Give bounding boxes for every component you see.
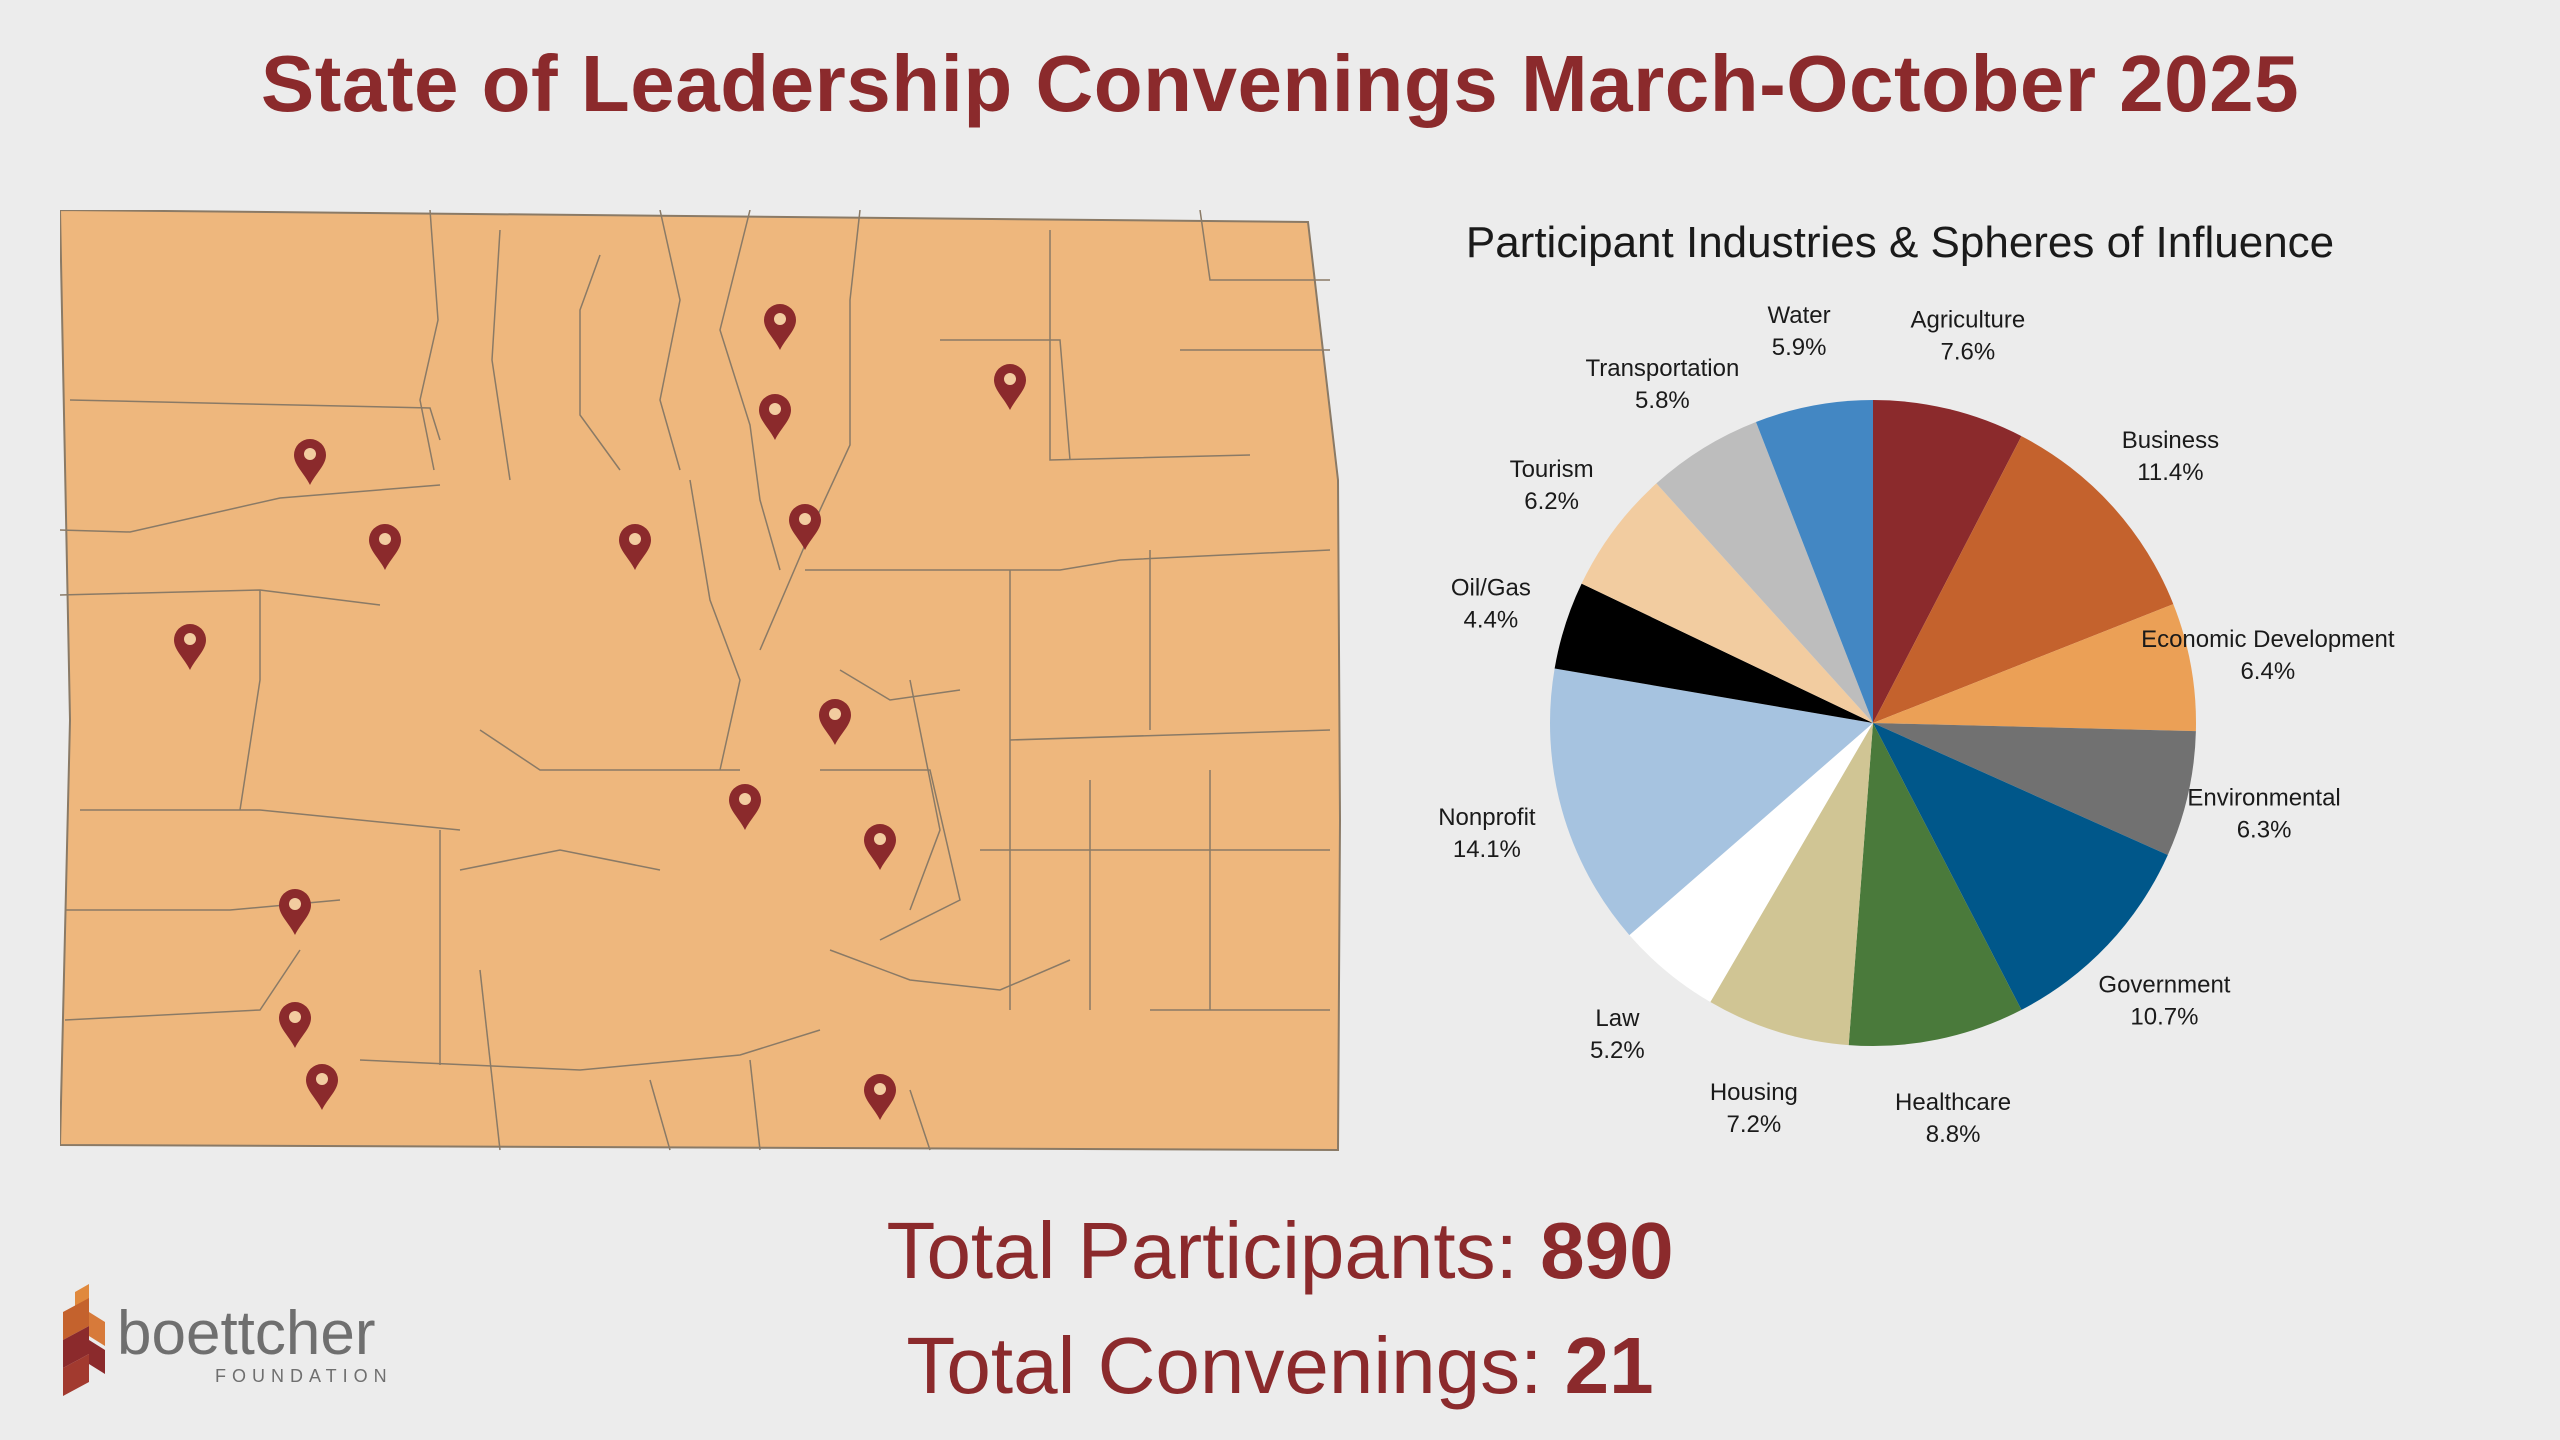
county-border (1009, 729, 1331, 741)
map-pin-icon (306, 1064, 338, 1110)
pie-label: Economic Development (2141, 626, 2395, 653)
page-title: State of Leadership Convenings March-Oct… (260, 39, 2300, 128)
pie-label: Law (1595, 1005, 1640, 1032)
county-border (69, 399, 441, 441)
county-border (909, 679, 941, 911)
pie-label: Housing (1710, 1079, 1798, 1106)
county-border (659, 210, 681, 471)
pie-value-label: 6.4% (2240, 658, 2295, 685)
industries-pie-chart: Agriculture 7.6% Business 11.4% Economic Dev… (1438, 302, 2395, 1148)
pie-value-label: 5.2% (1590, 1037, 1645, 1064)
total-participants-value: 890 (1540, 1206, 1674, 1295)
pie-label: Agriculture (1910, 306, 2025, 333)
pie-label: Transportation (1585, 355, 1739, 382)
pie-value-label: 11.4% (2137, 459, 2203, 486)
map-pin-icon (789, 504, 821, 550)
pie-slice-housing (1710, 723, 1873, 1046)
pie-value-label: 7.2% (1727, 1111, 1782, 1138)
map-pin-icon (759, 394, 791, 440)
pie-label: Tourism (1510, 456, 1594, 483)
pie-slice-law (1629, 723, 1873, 1003)
pie-chart-title: Participant Industries & Spheres of Infl… (1465, 218, 2335, 267)
pie-label: Nonprofit (1438, 804, 1536, 831)
total-convenings-label: Total Convenings: (906, 1321, 1543, 1410)
boettcher-foundation-logo: boettcher FOUNDATION (63, 1284, 393, 1396)
map-pin-icon (819, 699, 851, 745)
county-border (419, 210, 439, 471)
pie-label: Water (1768, 302, 1831, 329)
map-pin-icon (864, 824, 896, 870)
pie-slice-oil-gas (1554, 583, 1873, 723)
pie-value-label: 8.8% (1926, 1121, 1981, 1148)
total-convenings-value: 21 (1564, 1321, 1654, 1410)
total-participants: Total Participants: 890 (0, 1205, 2560, 1297)
county-border (60, 484, 441, 533)
county-border (459, 849, 661, 871)
pie-slice-government (1873, 723, 2168, 1010)
pie-slice-transportation (1656, 421, 1873, 723)
pie-slice-environmental (1873, 723, 2196, 855)
pie-slice-tourism (1581, 483, 1873, 723)
county-border (479, 969, 501, 1151)
county-border (749, 1059, 761, 1151)
map-pin-icon (294, 439, 326, 485)
pie-value-label: 5.9% (1772, 334, 1827, 361)
map-pin-icon (369, 524, 401, 570)
county-border (64, 949, 301, 1021)
logo-subtitle: FOUNDATION (215, 1366, 393, 1386)
county-border (940, 339, 1071, 461)
map-pin-icon (994, 364, 1026, 410)
logo-wordmark: boettcher (117, 1299, 376, 1368)
colorado-county-map (60, 210, 1342, 1152)
county-border (491, 229, 511, 481)
county-border (239, 590, 261, 811)
county-border (649, 1079, 671, 1151)
map-pin-icon (174, 624, 206, 670)
county-border (805, 549, 1331, 571)
pie-slice-healthcare (1848, 723, 2022, 1046)
pie-slice-business (1873, 436, 2174, 723)
pie-label: Healthcare (1895, 1089, 2011, 1116)
map-pin-icon (764, 304, 796, 350)
state-outline (60, 210, 1342, 1152)
county-border (80, 809, 461, 831)
county-border (909, 1089, 931, 1151)
pie-slice-agriculture (1873, 400, 2022, 723)
map-pin-icon (864, 1074, 896, 1120)
pie-value-label: 7.6% (1940, 338, 1995, 365)
county-border (829, 949, 1071, 991)
county-border (839, 669, 961, 701)
pie-value-label: 14.1% (1453, 836, 1521, 863)
map-pin-icon (279, 1002, 311, 1048)
pie-value-label: 6.2% (1524, 488, 1579, 515)
pie-label: Government (2098, 971, 2230, 998)
county-border (1199, 210, 1330, 281)
county-border (479, 729, 740, 771)
total-convenings: Total Convenings: 21 (0, 1320, 2560, 1412)
county-border (759, 210, 861, 651)
county-border (689, 479, 741, 771)
pie-label: Environmental (2187, 785, 2340, 812)
county-border (719, 210, 781, 571)
pie-value-label: 5.8% (1635, 387, 1690, 414)
county-border (820, 769, 961, 941)
pie-slice-nonprofit (1550, 668, 1873, 936)
map-pin-icon (619, 524, 651, 570)
county-border (359, 1029, 821, 1071)
pie-value-label: 6.3% (2237, 817, 2292, 844)
county-border (579, 254, 621, 471)
pie-slice-economic-development (1873, 604, 2196, 732)
total-participants-label: Total Participants: (886, 1206, 1518, 1295)
map-pin-icon (729, 784, 761, 830)
pie-slice-water (1755, 400, 1873, 723)
pie-value-label: 4.4% (1464, 606, 1519, 633)
map-pin-icon (279, 889, 311, 935)
pie-label: Oil/Gas (1451, 574, 1531, 601)
boettcher-logo-mark-icon (63, 1284, 105, 1396)
pie-label: Business (2122, 427, 2219, 454)
county-border (1049, 230, 1251, 461)
pie-value-label: 10.7% (2130, 1003, 2198, 1030)
